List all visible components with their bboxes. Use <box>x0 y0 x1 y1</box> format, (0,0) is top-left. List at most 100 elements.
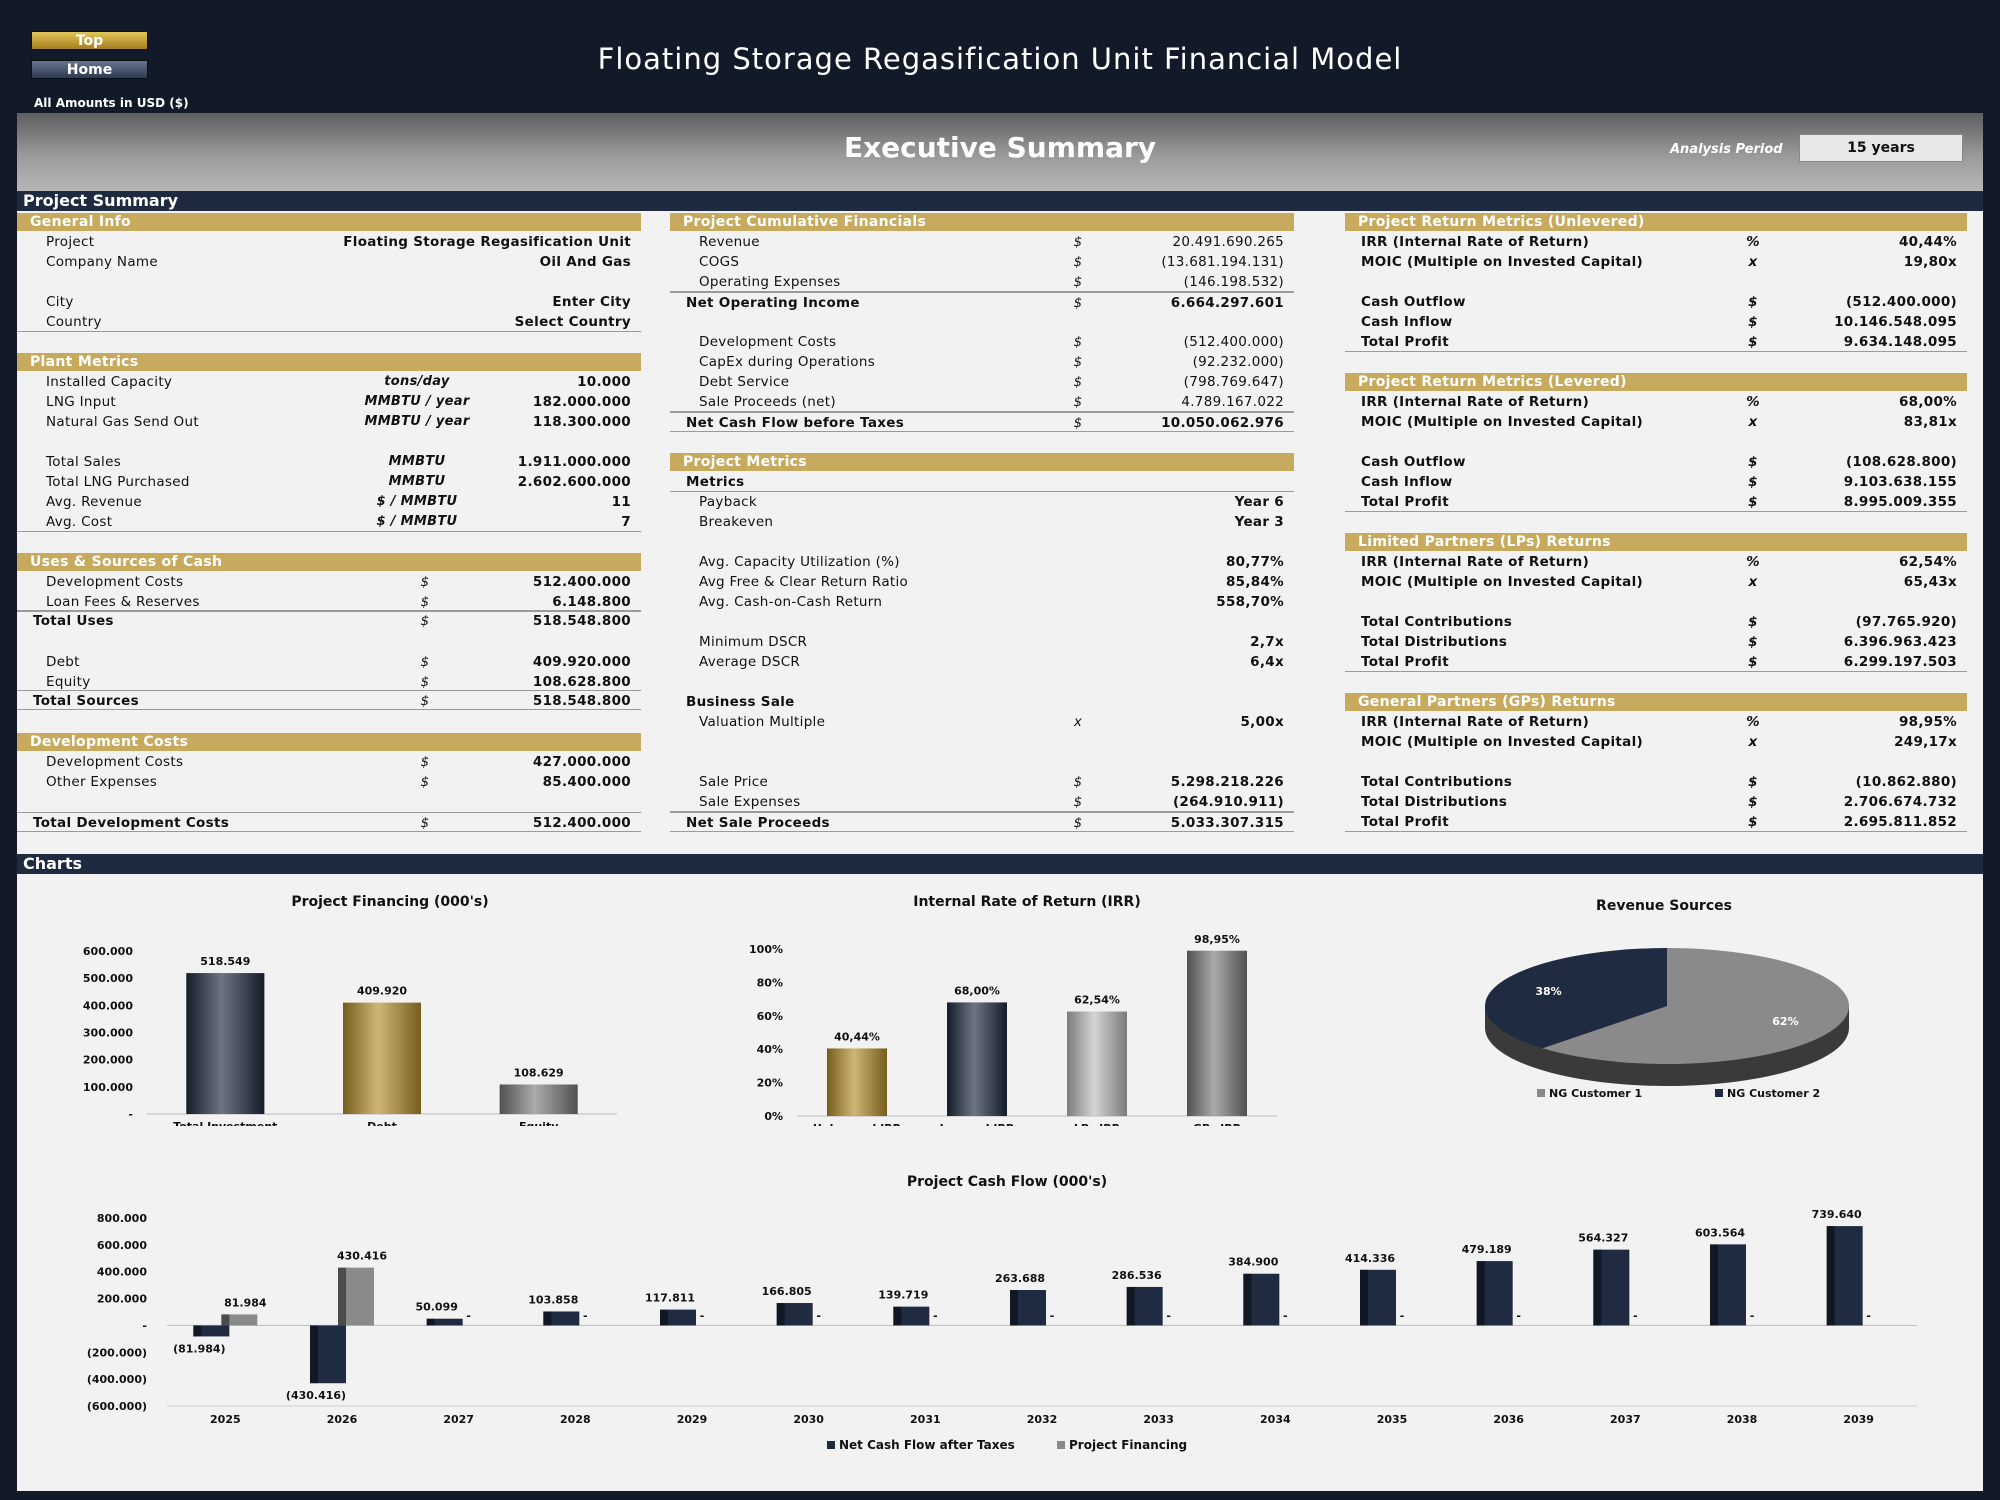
row-label: Total Distributions <box>1361 794 1508 810</box>
row-label: IRR (Internal Rate of Return) <box>1361 714 1590 730</box>
slice-label: 38% <box>1535 985 1561 998</box>
uses-sources-row: Debt $409.920.000 <box>17 652 641 672</box>
charts-area: Project Financing (000's) - 100.000 200.000… <box>17 876 1983 1491</box>
row-value: (146.198.532) <box>1183 274 1284 290</box>
row-label: Total Sources <box>33 693 139 709</box>
year-label: 2029 <box>677 1413 708 1426</box>
bar <box>193 1325 230 1337</box>
analysis-period-input[interactable]: 15 years <box>1799 134 1963 162</box>
gp-returns-header: General Partners (GPs) Returns <box>1345 693 1967 711</box>
year-label: 2031 <box>910 1413 941 1426</box>
row-value: (10.862.880) <box>1855 774 1957 790</box>
row-unit: $ <box>1073 274 1083 290</box>
row-label: Metrics <box>686 474 745 490</box>
row-value: 118.300.000 <box>532 414 631 430</box>
uses-sources-header: Uses & Sources of Cash <box>17 553 641 571</box>
data-label: 62,54% <box>1074 994 1120 1007</box>
row-value: 5.298.218.226 <box>1170 774 1284 790</box>
row-value: Oil And Gas <box>539 254 631 270</box>
row-label: Net Operating Income <box>686 295 860 311</box>
data-label: 68,00% <box>954 984 1000 997</box>
row-label: Business Sale <box>686 694 795 710</box>
development-costs-row: Total Development Costs $512.400.000 <box>17 812 641 832</box>
row-label: Total Profit <box>1361 494 1449 510</box>
year-label: 2025 <box>210 1413 241 1426</box>
legend-label: NG Customer 1 <box>1549 1087 1642 1100</box>
gp-returns-row: IRR (Internal Rate of Return)% 98,95% <box>1345 712 1967 732</box>
row-value: 83,81x <box>1903 414 1957 430</box>
row-value: 249,17x <box>1894 734 1957 750</box>
row-label: Payback <box>699 494 757 510</box>
row-label: Equity <box>46 674 91 690</box>
bar-shade <box>543 1311 552 1326</box>
row-label: Sale Price <box>699 774 769 790</box>
bar-shade <box>776 1303 785 1326</box>
plant-metrics-header: Plant Metrics <box>17 353 641 371</box>
row-unit: $ <box>1748 454 1758 470</box>
row-label: Total Profit <box>1361 654 1449 670</box>
project-metrics-row: Avg. Cash-on-Cash Return 558,70% <box>670 592 1294 612</box>
bar-shade <box>1126 1286 1135 1326</box>
bar <box>338 1267 374 1326</box>
row-value: 11 <box>611 494 631 510</box>
year-label: 2039 <box>1843 1413 1874 1426</box>
row-value: 80,77% <box>1225 554 1284 570</box>
row-label: Total Distributions <box>1361 634 1508 650</box>
bar-shade <box>221 1314 230 1326</box>
row-value: 20.491.690.265 <box>1172 234 1284 250</box>
project-metrics-panel: Project Metrics Metrics Payback Year 6 Break… <box>670 453 1294 841</box>
uses-sources-row: Loan Fees & Reserves $6.148.800 <box>17 592 641 612</box>
legend-label: Net Cash Flow after Taxes <box>839 1438 1015 1452</box>
bar-highlight <box>499 1084 578 1114</box>
row-unit: $ <box>1073 815 1083 831</box>
gp-returns-row: Total Distributions $2.706.674.732 <box>1345 792 1967 812</box>
plant-metrics-row: Total LNG Purchased MMBTU 2.602.600.000 <box>17 472 641 492</box>
row-label: MOIC (Multiple on Invested Capital) <box>1361 734 1643 750</box>
year-label: 2034 <box>1260 1413 1291 1426</box>
row-unit: % <box>1746 394 1760 410</box>
data-label: 166.805 <box>762 1285 812 1298</box>
row-unit: $ <box>420 774 430 790</box>
row-value: 7 <box>621 514 631 530</box>
y-tick-label: 80% <box>757 976 783 989</box>
row-value: 62,54% <box>1898 554 1957 570</box>
row-label: MOIC (Multiple on Invested Capital) <box>1361 414 1643 430</box>
row-value: 9.634.148.095 <box>1843 334 1957 350</box>
lp-returns-row: MOIC (Multiple on Invested Capital) x 65,4… <box>1345 572 1967 592</box>
project-metrics-row: Metrics <box>670 472 1294 492</box>
y-tick-label: 200.000 <box>83 1054 133 1067</box>
row-unit: $ <box>1748 334 1758 350</box>
project-metrics-row: Breakeven Year 3 <box>670 512 1294 532</box>
unlevered-returns-header: Project Return Metrics (Unlevered) <box>1345 213 1967 231</box>
unlevered-returns-panel: Project Return Metrics (Unlevered) IRR (I… <box>1345 213 1967 361</box>
y-tick-label: (600.000) <box>87 1400 147 1413</box>
bar <box>221 1314 258 1326</box>
row-label: Debt Service <box>699 374 790 390</box>
category-label: Equity <box>519 1120 558 1126</box>
row-value: 6.396.963.423 <box>1843 634 1957 650</box>
top-button[interactable]: Top <box>31 31 148 50</box>
uses-sources-row: Total Uses $518.548.800 <box>17 610 641 630</box>
row-label: Total Uses <box>33 613 114 629</box>
uses-sources-row: Total Sources $518.548.800 <box>17 690 641 710</box>
data-label: 739.640 <box>1812 1208 1862 1221</box>
y-tick-label: 60% <box>757 1010 783 1023</box>
row-value: (97.765.920) <box>1855 614 1957 630</box>
row-unit: $ <box>1748 774 1758 790</box>
home-button[interactable]: Home <box>31 60 148 79</box>
row-unit: x <box>1748 414 1758 430</box>
y-tick-label: (400.000) <box>87 1373 147 1386</box>
development-costs-row: Other Expenses $85.400.000 <box>17 772 641 792</box>
y-tick-label: 400.000 <box>83 999 133 1012</box>
bar <box>1126 1286 1163 1326</box>
row-label: Avg Free & Clear Return Ratio <box>699 574 909 590</box>
data-label: 409.920 <box>357 985 407 998</box>
row-label: Net Cash Flow before Taxes <box>686 415 905 431</box>
row-label: Avg. Cash-on-Cash Return <box>699 594 883 610</box>
lp-returns-row: Total Contributions $ (97.765.920) <box>1345 612 1967 632</box>
year-label: 2027 <box>443 1413 474 1426</box>
row-value: 4.789.167.022 <box>1181 394 1284 410</box>
category-label: Unlevered IRR <box>813 1122 902 1126</box>
row-value: (13.681.194.131) <box>1161 254 1284 270</box>
row-value: 1.911.000.000 <box>517 454 631 470</box>
